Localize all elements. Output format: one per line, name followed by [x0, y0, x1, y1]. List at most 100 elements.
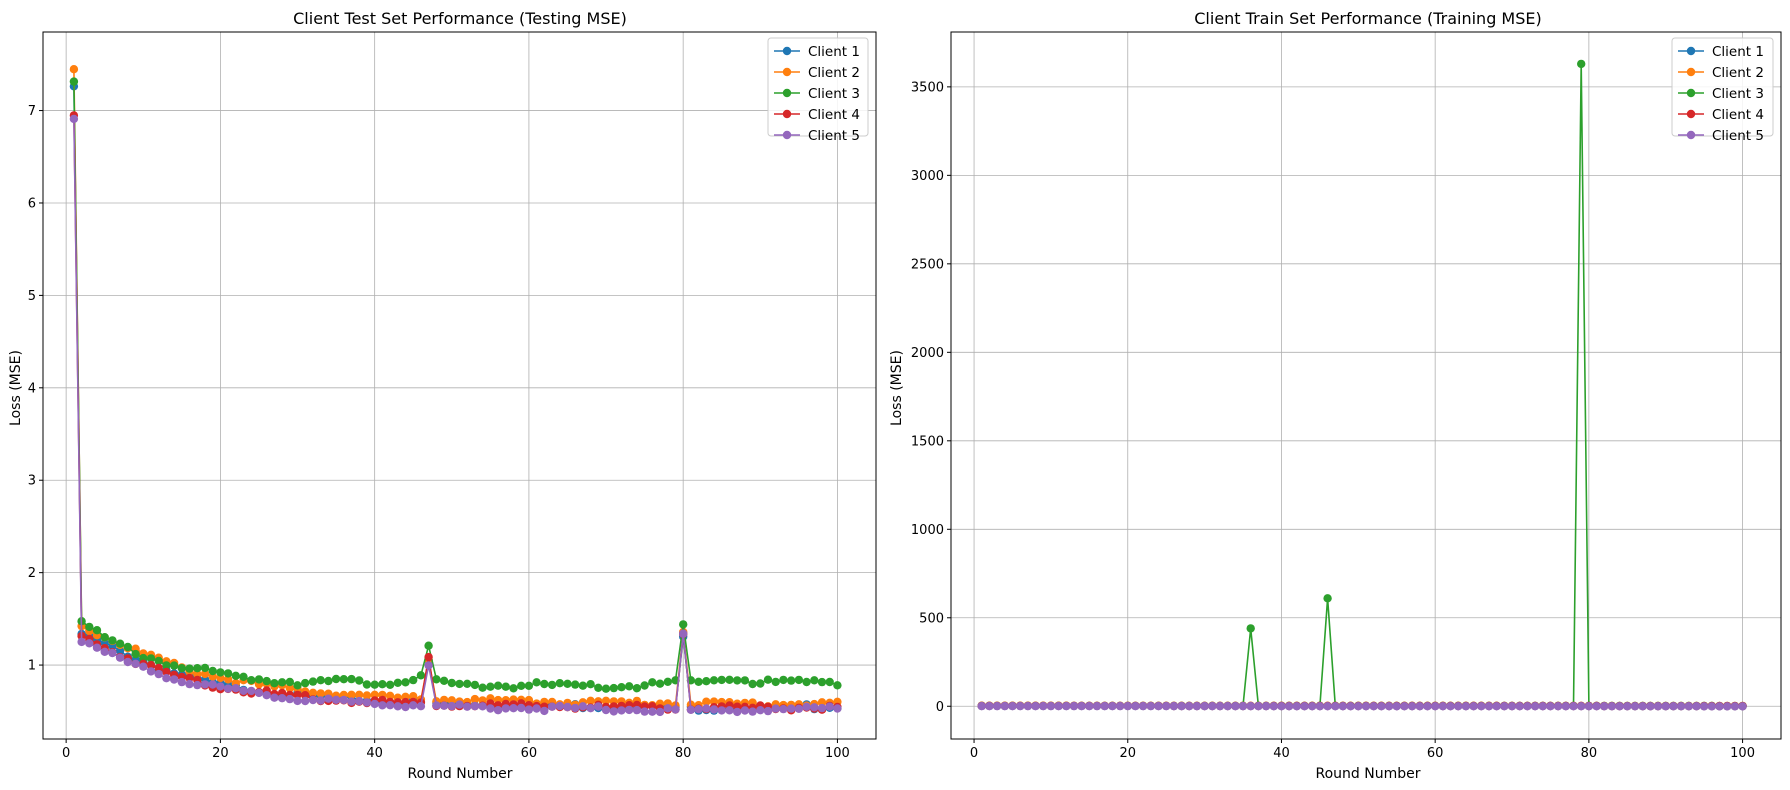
data-point	[1561, 702, 1571, 711]
data-point	[162, 661, 171, 670]
y-tick-label: 4	[28, 381, 36, 396]
plot-area-frame	[42, 31, 877, 740]
data-point	[254, 688, 264, 698]
data-point	[509, 704, 518, 713]
data-point	[1115, 701, 1125, 711]
data-point	[1162, 701, 1171, 711]
data-point	[1484, 702, 1494, 711]
data-point	[1461, 702, 1471, 711]
y-tick-label: 1000	[911, 523, 944, 538]
data-point	[1138, 701, 1148, 711]
data-point	[1108, 701, 1117, 711]
data-point	[486, 682, 495, 691]
data-point	[771, 704, 780, 713]
data-point	[1077, 701, 1086, 711]
data-point	[409, 692, 418, 701]
data-point	[216, 682, 225, 691]
data-point	[524, 681, 534, 690]
data-point	[524, 705, 534, 714]
data-point	[609, 707, 618, 716]
data-point	[1023, 701, 1033, 711]
data-point	[301, 691, 310, 700]
data-point	[200, 669, 210, 679]
data-point	[1131, 701, 1140, 711]
legend-label: Client 1	[808, 44, 860, 60]
x-tick-label: 100	[825, 746, 850, 761]
legend-label: Client 2	[808, 65, 860, 81]
data-point	[1392, 702, 1401, 711]
data-point	[1438, 702, 1448, 711]
x-tick-label: 20	[212, 746, 229, 761]
data-point	[470, 701, 480, 711]
data-point	[725, 675, 734, 684]
series-line-client-3	[73, 81, 838, 690]
legend-box	[767, 37, 869, 137]
data-point	[748, 679, 757, 689]
data-point	[1607, 702, 1617, 711]
data-point	[992, 701, 1002, 711]
x-tick-label: 40	[366, 746, 383, 761]
data-point	[1423, 702, 1432, 711]
data-point	[632, 705, 642, 715]
data-point	[416, 671, 426, 680]
y-tick-label: 3500	[911, 80, 944, 95]
data-point	[1600, 702, 1609, 711]
legend-marker	[1686, 46, 1696, 56]
data-point	[756, 679, 765, 688]
data-point	[1085, 701, 1094, 711]
data-point	[1338, 702, 1348, 711]
data-point	[324, 694, 333, 703]
legend-marker	[1686, 130, 1696, 140]
data-point	[362, 698, 372, 707]
data-point	[432, 675, 441, 684]
data-point	[1377, 702, 1386, 711]
data-point	[169, 675, 179, 684]
y-tick-label: 6	[28, 196, 36, 211]
data-point	[293, 690, 302, 700]
data-point	[131, 649, 140, 659]
data-point	[378, 680, 387, 689]
data-point	[1031, 701, 1040, 711]
data-point	[123, 642, 132, 652]
data-point	[478, 683, 487, 692]
data-point	[1584, 702, 1594, 711]
data-point	[1707, 702, 1717, 711]
data-point	[1646, 702, 1655, 711]
data-point	[370, 680, 379, 689]
data-point	[1315, 702, 1325, 711]
x-axis-label: Round Number	[408, 766, 513, 782]
data-point	[571, 680, 580, 689]
data-point	[794, 704, 804, 713]
data-point	[1238, 701, 1248, 711]
data-point	[301, 678, 310, 688]
data-point	[1046, 701, 1056, 711]
data-point	[447, 696, 456, 705]
data-point	[193, 664, 202, 673]
data-point	[262, 691, 271, 700]
data-point	[1200, 701, 1209, 711]
x-tick-label: 80	[675, 746, 692, 761]
grid	[951, 32, 1781, 739]
data-point	[154, 669, 163, 679]
data-point	[648, 707, 657, 716]
chart-title: Client Train Set Performance (Training M…	[1194, 9, 1542, 28]
data-point	[1630, 702, 1640, 711]
data-point	[424, 641, 433, 650]
data-point	[501, 682, 510, 691]
data-point	[532, 678, 541, 687]
data-point	[293, 696, 302, 706]
data-point	[370, 699, 379, 709]
series-layer	[69, 65, 842, 717]
data-point	[663, 704, 672, 713]
series-line-client-1	[73, 86, 838, 712]
data-point	[162, 674, 171, 683]
data-point	[439, 701, 449, 710]
data-point	[1515, 702, 1524, 711]
data-point	[779, 675, 788, 685]
x-tick-label: 60	[521, 746, 538, 761]
data-point	[1661, 702, 1670, 711]
data-point	[1323, 594, 1332, 603]
data-point	[247, 676, 256, 685]
data-point	[331, 674, 341, 684]
y-tick-label: 2500	[911, 257, 944, 272]
